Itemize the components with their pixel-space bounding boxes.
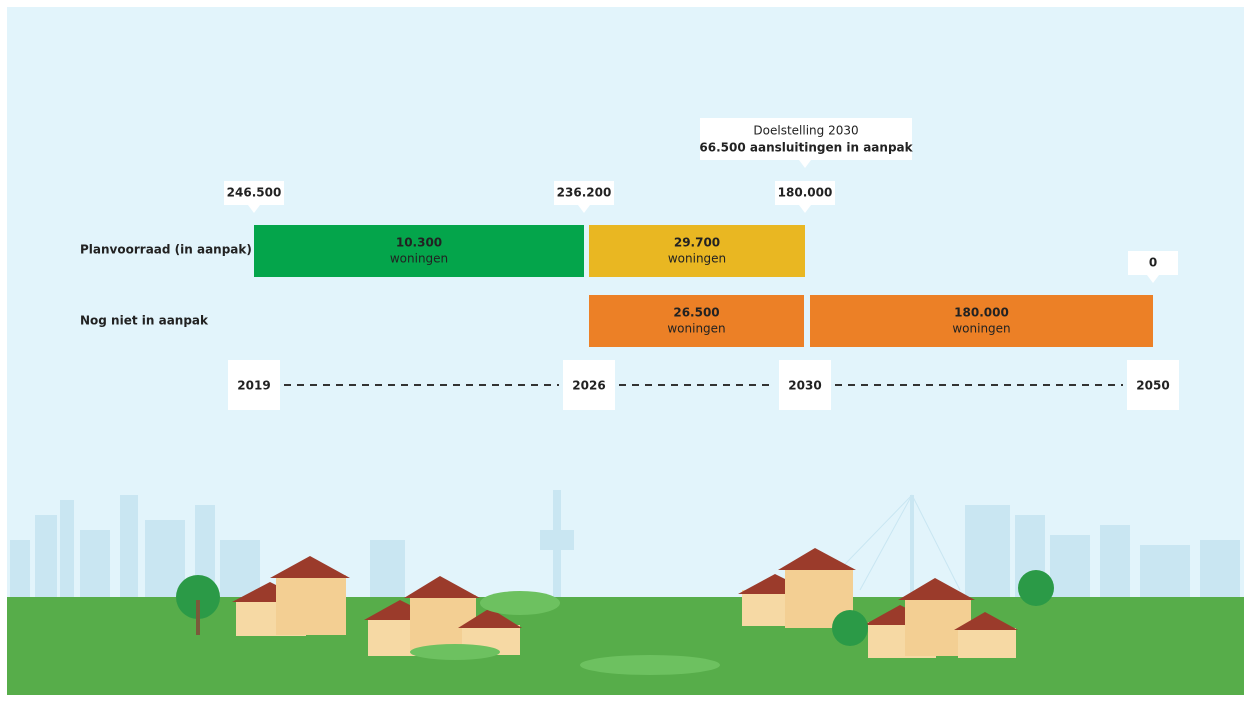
- year-label: 2050: [1136, 379, 1169, 393]
- skyline: [10, 490, 1240, 600]
- year-box: [228, 360, 280, 410]
- goal-box: [700, 118, 912, 168]
- bar-unit: woningen: [390, 252, 448, 266]
- bar: [589, 225, 805, 277]
- bar-value: 180.000: [954, 306, 1009, 320]
- year-box: [1127, 360, 1179, 410]
- ground: [7, 597, 1244, 695]
- houses: [176, 548, 1054, 675]
- year-box: [563, 360, 615, 410]
- timeline: Planvoorraad (in aanpak) Nog niet in aanp…: [80, 118, 1179, 410]
- marker-label: 0: [1149, 256, 1157, 270]
- bar-unit: woningen: [667, 322, 725, 336]
- marker-box: [1128, 251, 1178, 283]
- marker-box: [554, 181, 614, 213]
- bar: [254, 225, 584, 277]
- marker-box: [775, 181, 835, 213]
- bar-value: 26.500: [673, 306, 719, 320]
- bar-value: 10.300: [396, 236, 442, 250]
- marker-label: 180.000: [778, 186, 833, 200]
- year-label: 2019: [237, 379, 270, 393]
- marker-label: 236.200: [557, 186, 612, 200]
- bar: [810, 295, 1153, 347]
- bar-value: 29.700: [674, 236, 720, 250]
- goal-text: 66.500 aansluitingen in aanpak: [699, 141, 913, 155]
- year-box: [779, 360, 831, 410]
- bar: [589, 295, 804, 347]
- year-label: 2026: [572, 379, 605, 393]
- row-label: Nog niet in aanpak: [80, 314, 209, 328]
- marker-box: [224, 181, 284, 213]
- goal-title: Doelstelling 2030: [753, 124, 858, 138]
- bar-unit: woningen: [952, 322, 1010, 336]
- bar-unit: woningen: [668, 252, 726, 266]
- row-label: Planvoorraad (in aanpak): [80, 243, 252, 257]
- year-label: 2030: [788, 379, 821, 393]
- marker-label: 246.500: [227, 186, 282, 200]
